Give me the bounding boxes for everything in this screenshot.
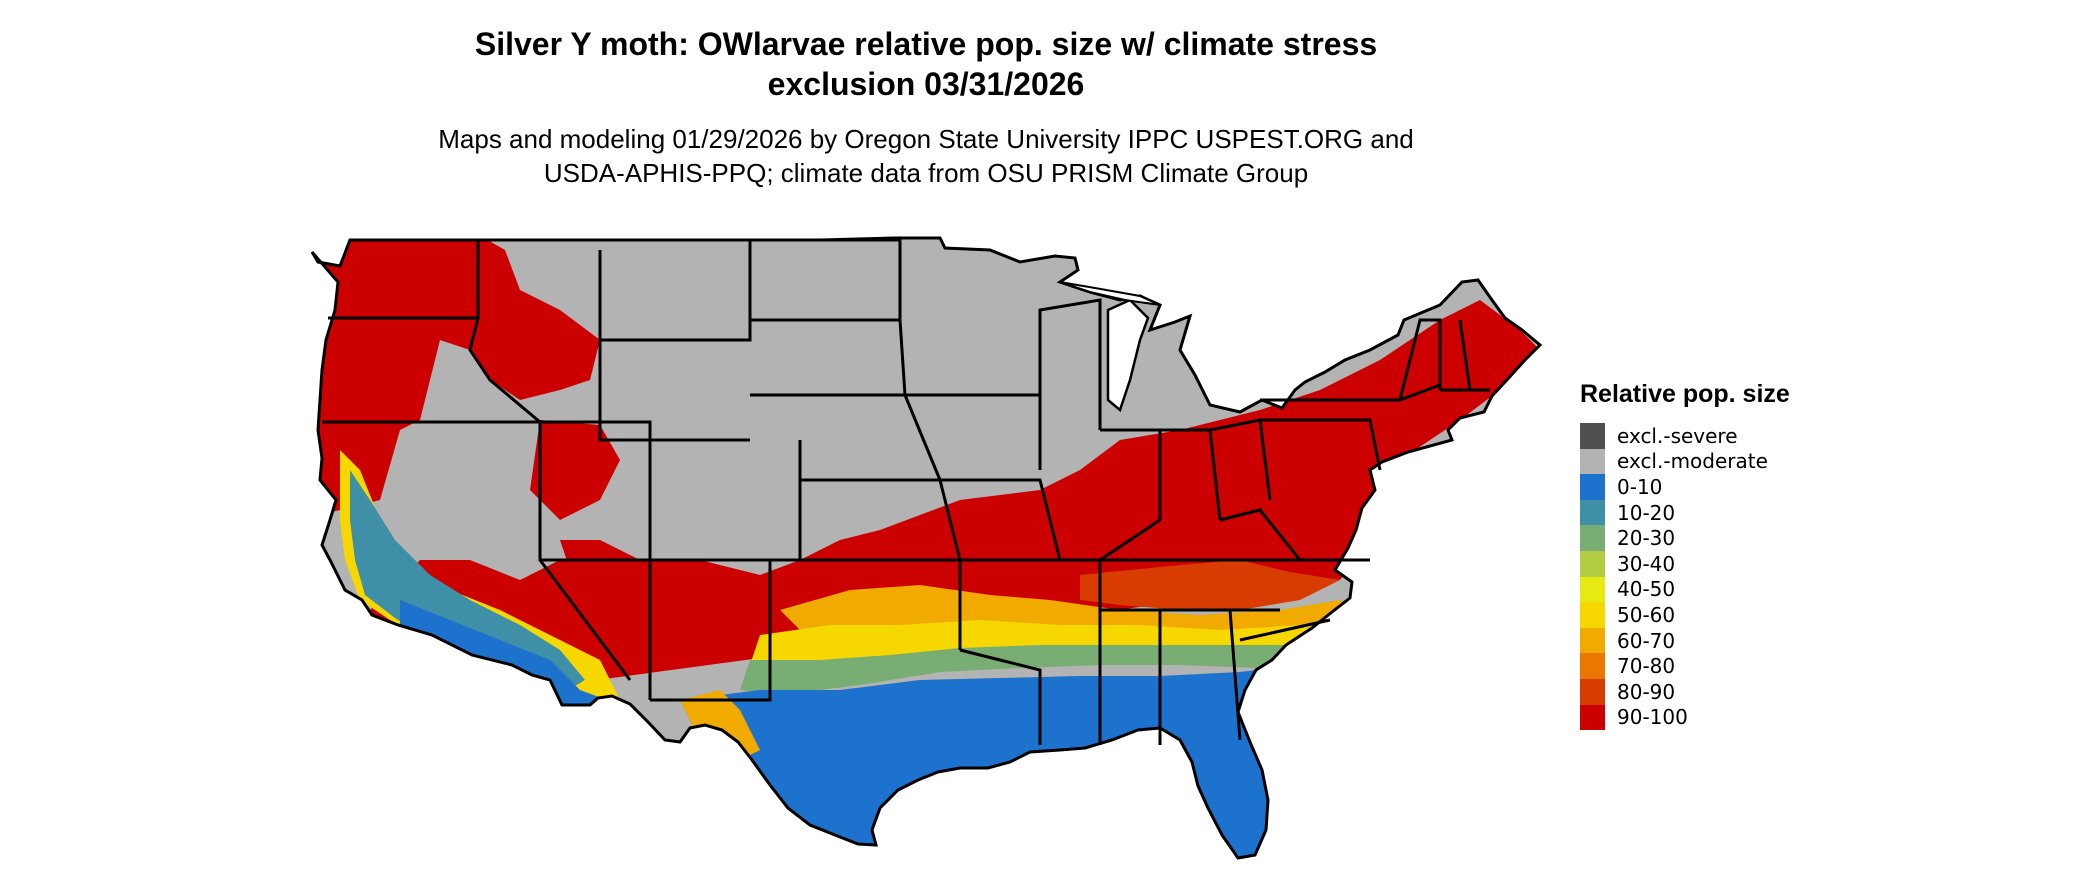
legend-swatch bbox=[1580, 576, 1605, 603]
legend-label: excl.-severe bbox=[1617, 423, 1738, 448]
legend-item: 20-30 bbox=[1580, 525, 1900, 551]
map-title-line-2: exclusion 03/31/2026 bbox=[767, 66, 1085, 102]
legend-item: 0-10 bbox=[1580, 474, 1900, 500]
legend-swatch bbox=[1580, 678, 1605, 705]
border-il bbox=[1099, 428, 1162, 562]
legend-item: 40-50 bbox=[1580, 576, 1900, 603]
raster-80-90 bbox=[1080, 560, 1340, 610]
legend-rows: excl.-severe excl.-moderate 0-10 10-20 20-30… bbox=[1580, 423, 1900, 731]
legend-label: 30-40 bbox=[1617, 551, 1676, 576]
border-nm-tx bbox=[650, 560, 772, 702]
border-ky-wv-va bbox=[1219, 508, 1370, 562]
map-title-line-1: Silver Y moth: OWlarvae relative pop. si… bbox=[474, 26, 1378, 62]
border-la bbox=[959, 648, 1042, 745]
legend-swatch bbox=[1580, 627, 1605, 654]
border-ne-ks bbox=[903, 394, 942, 481]
legend-swatch bbox=[1580, 550, 1605, 577]
raster-southwest-0-10 bbox=[400, 600, 620, 720]
raster-south-90-100 bbox=[312, 300, 1540, 720]
legend-item: excl.-severe bbox=[1580, 423, 1900, 449]
legend-label: 60-70 bbox=[1617, 628, 1676, 653]
legend-label: 10-20 bbox=[1617, 500, 1676, 525]
legend-swatch bbox=[1580, 602, 1605, 628]
legend-swatch bbox=[1580, 704, 1605, 731]
state-boundaries bbox=[310, 236, 1542, 860]
map-legend: Relative pop. size excl.-severe excl.-mod… bbox=[1580, 380, 1900, 731]
map-subtitle-line-1: Maps and modeling 01/29/2026 by Oregon S… bbox=[438, 124, 1414, 154]
legend-item: 80-90 bbox=[1580, 678, 1900, 705]
lake-superior bbox=[1059, 281, 1161, 306]
legend-label: 20-30 bbox=[1617, 526, 1676, 551]
legend-item: 70-80 bbox=[1580, 653, 1900, 679]
raster-idaho-patch bbox=[450, 240, 500, 330]
legend-label: 90-100 bbox=[1617, 705, 1688, 730]
raster-southeast-0-10 bbox=[680, 660, 1350, 858]
legend-item: 90-100 bbox=[1580, 704, 1900, 731]
border-dakotas bbox=[750, 238, 907, 397]
legend-swatch bbox=[1580, 525, 1605, 551]
border-new-england bbox=[1398, 318, 1442, 401]
legend-label: 0-10 bbox=[1617, 474, 1663, 499]
legend-swatch bbox=[1580, 653, 1605, 679]
legend-label: 50-60 bbox=[1617, 602, 1676, 627]
lake-michigan bbox=[1106, 298, 1150, 413]
raster-california-50-60 bbox=[340, 450, 620, 705]
border-mn-wi bbox=[1038, 298, 1102, 430]
border-nv-ut bbox=[540, 420, 652, 560]
legend-item: 10-20 bbox=[1580, 499, 1900, 526]
legend-item: 60-70 bbox=[1580, 627, 1900, 654]
legend-label: 80-90 bbox=[1617, 679, 1676, 704]
border-ma-ct bbox=[1440, 319, 1490, 392]
raster-20-30 bbox=[740, 640, 1345, 695]
raster-california-10-20 bbox=[350, 470, 585, 695]
legend-title: Relative pop. size bbox=[1580, 380, 1790, 408]
legend-item: 30-40 bbox=[1580, 550, 1900, 577]
legend-label: 70-80 bbox=[1617, 654, 1676, 679]
legend-item: excl.-moderate bbox=[1580, 448, 1900, 475]
border-pa bbox=[1260, 418, 1382, 471]
border-sc-ga bbox=[1239, 618, 1331, 642]
border-id bbox=[468, 240, 541, 424]
raster-northwest-90-100 bbox=[312, 238, 600, 520]
map-subtitle-line-2: USDA-APHIS-PPQ; climate data from OSU PR… bbox=[543, 158, 1309, 188]
legend-label: 40-50 bbox=[1617, 577, 1676, 602]
border-az-nm bbox=[540, 558, 652, 700]
border-mo bbox=[940, 478, 1062, 561]
legend-label: excl.-moderate bbox=[1617, 449, 1768, 474]
raster-nevada-patch bbox=[530, 420, 620, 520]
legend-swatch bbox=[1580, 448, 1605, 475]
legend-swatch bbox=[1580, 474, 1605, 500]
legend-swatch bbox=[1580, 423, 1605, 449]
legend-swatch bbox=[1580, 499, 1605, 526]
legend-item: 50-60 bbox=[1580, 602, 1900, 628]
population-raster bbox=[312, 238, 1540, 858]
border-al-ga bbox=[1158, 609, 1242, 745]
